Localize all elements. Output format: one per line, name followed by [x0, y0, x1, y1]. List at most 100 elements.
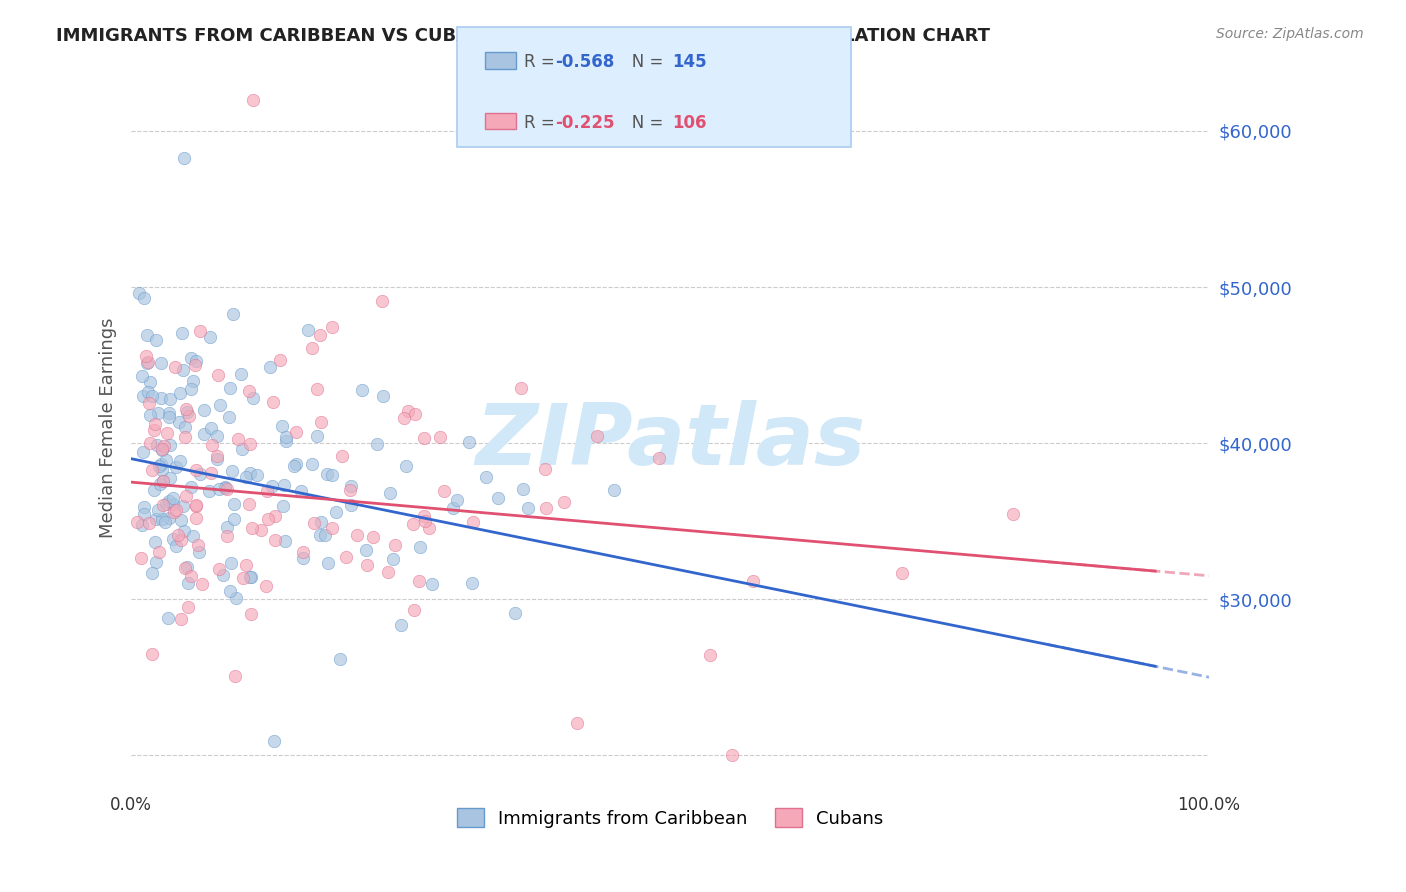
- Point: [139, 436, 162, 450]
- Point: [335, 549, 357, 564]
- Point: [188, 467, 211, 482]
- Point: [263, 733, 285, 747]
- Point: [180, 569, 202, 583]
- Point: [250, 524, 273, 538]
- Point: [503, 606, 526, 620]
- Text: IMMIGRANTS FROM CARIBBEAN VS CUBAN MEDIAN FEMALE EARNINGS CORRELATION CHART: IMMIGRANTS FROM CARIBBEAN VS CUBAN MEDIA…: [56, 27, 990, 45]
- Text: -0.568: -0.568: [555, 54, 614, 71]
- Point: [422, 577, 444, 591]
- Point: [239, 607, 262, 621]
- Point: [274, 430, 297, 444]
- Point: [433, 483, 456, 498]
- Point: [181, 529, 204, 543]
- Point: [270, 418, 292, 433]
- Point: [409, 541, 432, 555]
- Point: [354, 543, 377, 558]
- Point: [316, 467, 339, 482]
- Point: [153, 439, 176, 453]
- Point: [152, 474, 174, 488]
- Point: [169, 385, 191, 400]
- Point: [180, 382, 202, 396]
- Point: [165, 459, 187, 474]
- Point: [188, 545, 211, 559]
- Text: 145: 145: [672, 54, 707, 71]
- Point: [172, 499, 194, 513]
- Point: [309, 528, 332, 542]
- Point: [260, 478, 283, 492]
- Point: [145, 333, 167, 347]
- Point: [211, 567, 233, 582]
- Point: [169, 454, 191, 468]
- Point: [152, 498, 174, 512]
- Point: [457, 435, 479, 450]
- Point: [173, 561, 195, 575]
- Point: [148, 477, 170, 491]
- Point: [321, 521, 343, 535]
- Point: [240, 570, 263, 584]
- Point: [149, 356, 172, 370]
- Point: [309, 328, 332, 343]
- Point: [141, 647, 163, 661]
- Point: [176, 576, 198, 591]
- Point: [291, 551, 314, 566]
- Point: [143, 417, 166, 431]
- Point: [217, 482, 239, 496]
- Point: [239, 437, 262, 451]
- Point: [325, 505, 347, 519]
- Point: [402, 517, 425, 532]
- Point: [184, 498, 207, 512]
- Point: [242, 391, 264, 405]
- Point: [156, 425, 179, 440]
- Point: [311, 516, 333, 530]
- Point: [219, 556, 242, 570]
- Point: [534, 500, 557, 515]
- Point: [173, 152, 195, 166]
- Point: [214, 481, 236, 495]
- Point: [170, 513, 193, 527]
- Point: [135, 356, 157, 370]
- Point: [402, 602, 425, 616]
- Point: [143, 535, 166, 549]
- Point: [392, 410, 415, 425]
- Text: R =: R =: [524, 54, 561, 71]
- Point: [371, 389, 394, 403]
- Point: [142, 423, 165, 437]
- Point: [155, 515, 177, 529]
- Point: [218, 583, 240, 598]
- Point: [603, 483, 626, 498]
- Point: [159, 392, 181, 406]
- Point: [167, 528, 190, 542]
- Text: -0.225: -0.225: [555, 114, 614, 132]
- Point: [176, 600, 198, 615]
- Point: [201, 438, 224, 452]
- Point: [509, 381, 531, 395]
- Text: 106: 106: [672, 114, 707, 132]
- Point: [131, 368, 153, 383]
- Point: [157, 511, 180, 525]
- Point: [356, 558, 378, 572]
- Point: [314, 527, 336, 541]
- Point: [150, 512, 173, 526]
- Point: [186, 463, 208, 477]
- Point: [207, 368, 229, 382]
- Point: [512, 482, 534, 496]
- Point: [128, 285, 150, 300]
- Point: [135, 349, 157, 363]
- Point: [176, 559, 198, 574]
- Point: [176, 405, 198, 419]
- Point: [138, 395, 160, 409]
- Point: [346, 528, 368, 542]
- Point: [184, 511, 207, 525]
- Point: [302, 516, 325, 530]
- Point: [193, 403, 215, 417]
- Point: [179, 409, 201, 423]
- Point: [297, 323, 319, 337]
- Point: [396, 403, 419, 417]
- Point: [141, 389, 163, 403]
- Point: [163, 359, 186, 374]
- Point: [1001, 507, 1024, 521]
- Point: [173, 524, 195, 539]
- Point: [146, 503, 169, 517]
- Point: [377, 565, 399, 579]
- Point: [132, 507, 155, 521]
